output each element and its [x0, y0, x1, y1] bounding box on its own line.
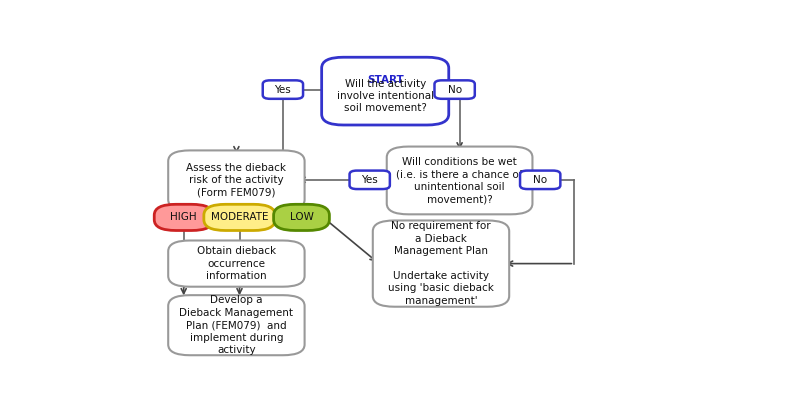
FancyBboxPatch shape	[373, 220, 510, 307]
Text: No: No	[447, 84, 462, 94]
Text: No: No	[533, 175, 547, 185]
Text: Will conditions be wet
(i.e. is there a chance of
unintentional soil
movement)?: Will conditions be wet (i.e. is there a …	[396, 157, 523, 204]
FancyBboxPatch shape	[204, 204, 275, 230]
FancyBboxPatch shape	[168, 295, 305, 355]
Text: Yes: Yes	[362, 175, 378, 185]
FancyBboxPatch shape	[520, 170, 560, 189]
Text: Develop a
Dieback Management
Plan (FEM079)  and
implement during
activity: Develop a Dieback Management Plan (FEM07…	[179, 295, 294, 355]
FancyBboxPatch shape	[386, 146, 533, 214]
Text: START: START	[367, 75, 403, 85]
FancyBboxPatch shape	[154, 204, 213, 230]
Text: Will the activity
involve intentional
soil movement?: Will the activity involve intentional so…	[337, 80, 434, 113]
Text: LOW: LOW	[290, 212, 314, 222]
Text: No requirement for
a Dieback
Management Plan

Undertake activity
using 'basic di: No requirement for a Dieback Management …	[388, 222, 494, 306]
FancyBboxPatch shape	[168, 150, 305, 210]
FancyBboxPatch shape	[262, 80, 303, 99]
FancyBboxPatch shape	[322, 57, 449, 125]
FancyBboxPatch shape	[434, 80, 474, 99]
Text: Yes: Yes	[274, 84, 291, 94]
FancyBboxPatch shape	[168, 240, 305, 287]
Text: MODERATE: MODERATE	[210, 212, 268, 222]
Text: Obtain dieback
occurrence
information: Obtain dieback occurrence information	[197, 246, 276, 281]
FancyBboxPatch shape	[274, 204, 330, 230]
FancyBboxPatch shape	[350, 170, 390, 189]
Text: HIGH: HIGH	[170, 212, 197, 222]
Text: Assess the dieback
risk of the activity
(Form FEM079): Assess the dieback risk of the activity …	[186, 163, 286, 198]
